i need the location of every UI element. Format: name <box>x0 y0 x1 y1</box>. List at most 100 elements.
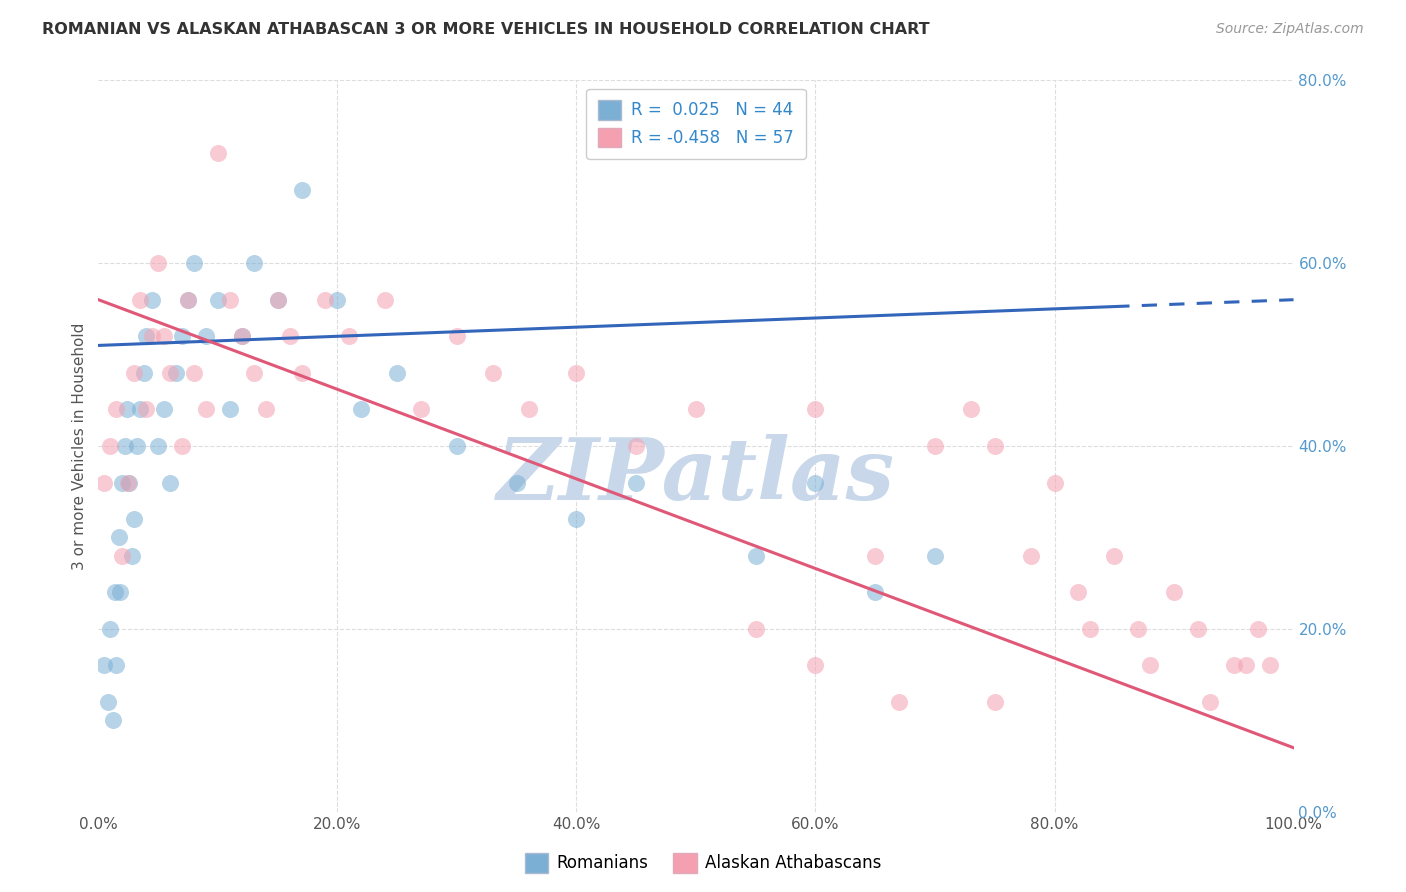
Point <box>98 622 122 636</box>
Point <box>924 549 946 563</box>
Point <box>291 183 314 197</box>
Point <box>148 256 170 270</box>
Point <box>183 256 205 270</box>
Point <box>118 475 141 490</box>
Point <box>105 402 128 417</box>
Point <box>141 293 163 307</box>
Text: Source: ZipAtlas.com: Source: ZipAtlas.com <box>1216 22 1364 37</box>
Point <box>165 366 187 380</box>
Point <box>565 512 588 526</box>
Point <box>865 549 887 563</box>
Point <box>517 402 540 417</box>
Point <box>1163 585 1185 599</box>
Point <box>207 293 229 307</box>
Point <box>291 366 314 380</box>
Point <box>267 293 290 307</box>
Point <box>1187 622 1209 636</box>
Point <box>207 146 229 161</box>
Point <box>446 329 468 343</box>
Point <box>114 439 136 453</box>
Point <box>446 439 468 453</box>
Point <box>141 329 163 343</box>
Point <box>111 549 134 563</box>
Point <box>195 402 218 417</box>
Point <box>125 439 148 453</box>
Point <box>865 585 887 599</box>
Point <box>1139 658 1161 673</box>
Point <box>745 549 768 563</box>
Point <box>177 293 200 307</box>
Point <box>159 475 181 490</box>
Point <box>148 439 170 453</box>
Point <box>117 475 139 490</box>
Point <box>124 366 146 380</box>
Point <box>105 658 128 673</box>
Point <box>159 366 181 380</box>
Point <box>101 714 124 728</box>
Legend: Romanians, Alaskan Athabascans: Romanians, Alaskan Athabascans <box>517 847 889 880</box>
Point <box>111 475 134 490</box>
Point <box>129 402 152 417</box>
Point <box>1067 585 1090 599</box>
Point <box>374 293 396 307</box>
Point <box>339 329 361 343</box>
Text: ZIPatlas: ZIPatlas <box>496 434 896 517</box>
Point <box>135 402 157 417</box>
Point <box>745 622 768 636</box>
Point <box>115 402 138 417</box>
Point <box>132 366 155 380</box>
Point <box>177 293 200 307</box>
Point <box>924 439 946 453</box>
Point <box>124 512 146 526</box>
Point <box>243 366 266 380</box>
Point <box>195 329 218 343</box>
Point <box>482 366 505 380</box>
Point <box>984 695 1007 709</box>
Point <box>565 366 588 380</box>
Point <box>626 439 648 453</box>
Point <box>93 658 115 673</box>
Point <box>626 475 648 490</box>
Point <box>104 585 127 599</box>
Point <box>1019 549 1042 563</box>
Point <box>804 402 827 417</box>
Point <box>107 530 129 544</box>
Point <box>219 293 242 307</box>
Point <box>243 256 266 270</box>
Point <box>411 402 433 417</box>
Point <box>385 366 409 380</box>
Point <box>1223 658 1246 673</box>
Point <box>1258 658 1281 673</box>
Point <box>1080 622 1102 636</box>
Legend: R =  0.025   N = 44, R = -0.458   N = 57: R = 0.025 N = 44, R = -0.458 N = 57 <box>586 88 806 159</box>
Point <box>804 475 827 490</box>
Point <box>219 402 242 417</box>
Point <box>153 329 176 343</box>
Point <box>108 585 131 599</box>
Point <box>98 439 122 453</box>
Point <box>121 549 143 563</box>
Point <box>278 329 301 343</box>
Point <box>135 329 157 343</box>
Point <box>172 439 194 453</box>
Point <box>1128 622 1150 636</box>
Point <box>254 402 277 417</box>
Point <box>889 695 911 709</box>
Point <box>1247 622 1270 636</box>
Point <box>1234 658 1257 673</box>
Point <box>97 695 120 709</box>
Point <box>960 402 983 417</box>
Point <box>153 402 176 417</box>
Point <box>804 658 827 673</box>
Point <box>1199 695 1222 709</box>
Point <box>231 329 253 343</box>
Text: ROMANIAN VS ALASKAN ATHABASCAN 3 OR MORE VEHICLES IN HOUSEHOLD CORRELATION CHART: ROMANIAN VS ALASKAN ATHABASCAN 3 OR MORE… <box>42 22 929 37</box>
Point <box>129 293 152 307</box>
Point <box>183 366 205 380</box>
Point <box>231 329 253 343</box>
Point <box>267 293 290 307</box>
Point <box>326 293 349 307</box>
Point <box>984 439 1007 453</box>
Point <box>315 293 337 307</box>
Y-axis label: 3 or more Vehicles in Household: 3 or more Vehicles in Household <box>72 322 87 570</box>
